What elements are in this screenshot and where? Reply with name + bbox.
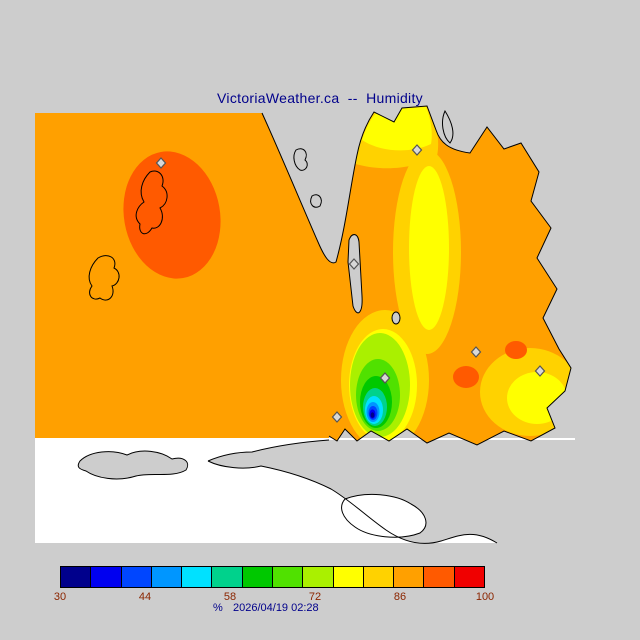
- colorbar-segment: [423, 567, 454, 587]
- station-marker: [470, 346, 482, 358]
- small-lake: [391, 311, 401, 325]
- inlet-water: [347, 234, 363, 314]
- colorbar-ticks: 30 44 58 72 86 100: [54, 591, 494, 605]
- colorbar: [60, 566, 485, 588]
- colorbar-segment: [61, 567, 91, 587]
- station-markers: [155, 144, 546, 423]
- station-marker: [379, 372, 391, 384]
- colorbar-segment: [302, 567, 333, 587]
- north-coast-contour-inner: [362, 107, 432, 151]
- high-humidity-spot-2: [505, 341, 527, 359]
- colorbar-segment: [271, 567, 303, 587]
- colorbar-segment: [90, 567, 121, 587]
- colorbar-segment: [181, 567, 212, 587]
- station-marker: [411, 144, 423, 156]
- east-band-contour-inner: [409, 166, 449, 330]
- colorbar-tick-label: 86: [393, 591, 407, 603]
- timestamp: 2026/04/19 02:28: [233, 602, 319, 614]
- station-marker: [155, 157, 167, 169]
- bullseye-core: [370, 412, 375, 418]
- peninsula-land: [341, 494, 427, 538]
- colorbar-segment: [362, 567, 394, 587]
- unit-label: %: [213, 602, 223, 614]
- colorbar-tick-label: 58: [223, 591, 237, 603]
- humidity-contours: [123, 106, 571, 445]
- colorbar-tick-label: 72: [308, 591, 322, 603]
- humidity-field: [35, 106, 571, 445]
- colorbar-tick-label: 44: [138, 591, 152, 603]
- colorbar-tick-label: 100: [475, 591, 495, 603]
- southern-land-and-water: [35, 438, 575, 544]
- station-marker: [348, 258, 360, 270]
- colorbar-segment: [332, 567, 363, 587]
- plot-title: VictoriaWeather.ca -- Humidity: [217, 90, 423, 106]
- island-outline-1: [135, 170, 168, 235]
- coastlines: [88, 105, 572, 446]
- footer: % 2026/04/19 02:28: [0, 602, 640, 618]
- bay-water: [442, 109, 454, 144]
- high-humidity-spot-1: [453, 366, 479, 388]
- island-outline-3: [293, 148, 308, 171]
- colorbar-segment: [150, 567, 182, 587]
- station-marker: [534, 365, 546, 377]
- strait-water: [208, 440, 575, 544]
- south-coastline: [207, 439, 498, 544]
- island-outline-2: [88, 255, 120, 301]
- high-humidity-blob-nw: [123, 151, 221, 279]
- lake-water: [77, 450, 189, 480]
- colorbar-segment: [393, 567, 424, 587]
- island-outline-4: [310, 194, 322, 208]
- colorbar-segment: [241, 567, 272, 587]
- colorbar-segment: [211, 567, 242, 587]
- colorbar-segment: [453, 567, 484, 587]
- colorbar-tick-label: 30: [53, 591, 67, 603]
- station-marker: [331, 411, 343, 423]
- island-coastline: [261, 105, 572, 446]
- colorbar-segment: [120, 567, 151, 587]
